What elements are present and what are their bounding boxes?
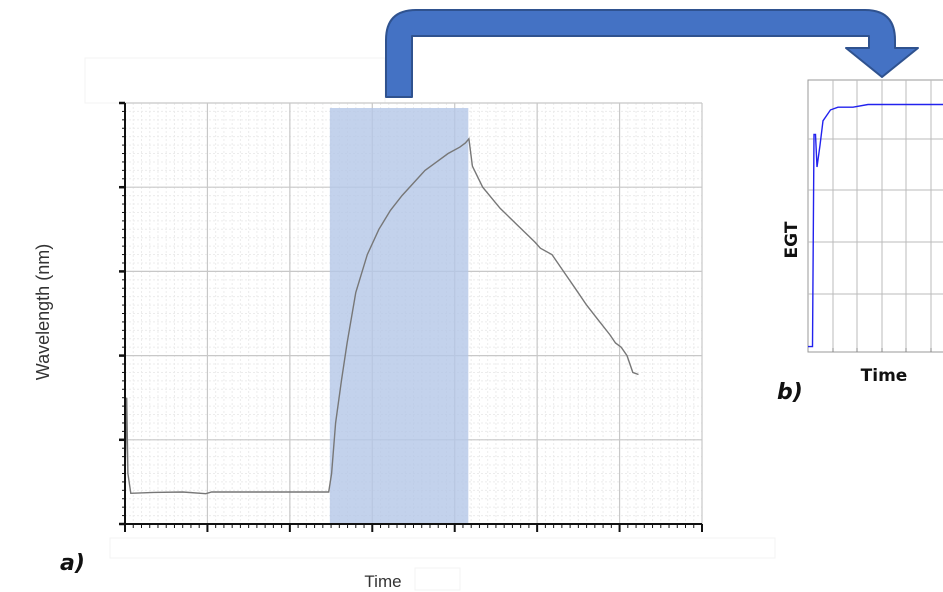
plot-frame	[807, 79, 943, 353]
background-box	[414, 567, 461, 591]
chart-a: Wavelength (nm) Time a)	[33, 101, 703, 591]
data-line	[808, 103, 943, 348]
background-box	[109, 537, 776, 559]
highlight-region	[329, 108, 469, 524]
x-axis-title: Time	[861, 366, 908, 386]
panel-label-b: b)	[777, 380, 803, 405]
y-axis-title: EGT	[782, 221, 802, 258]
grid	[808, 80, 943, 352]
y-axis-title: Wavelength (nm)	[33, 244, 53, 380]
panel-label-a: a)	[60, 551, 85, 576]
data-line	[124, 137, 639, 495]
axes	[119, 101, 703, 532]
background-box	[84, 57, 386, 104]
x-axis-title: Time	[364, 572, 401, 591]
arrow	[385, 9, 919, 98]
chart-b: EGT Time b)	[777, 79, 943, 405]
